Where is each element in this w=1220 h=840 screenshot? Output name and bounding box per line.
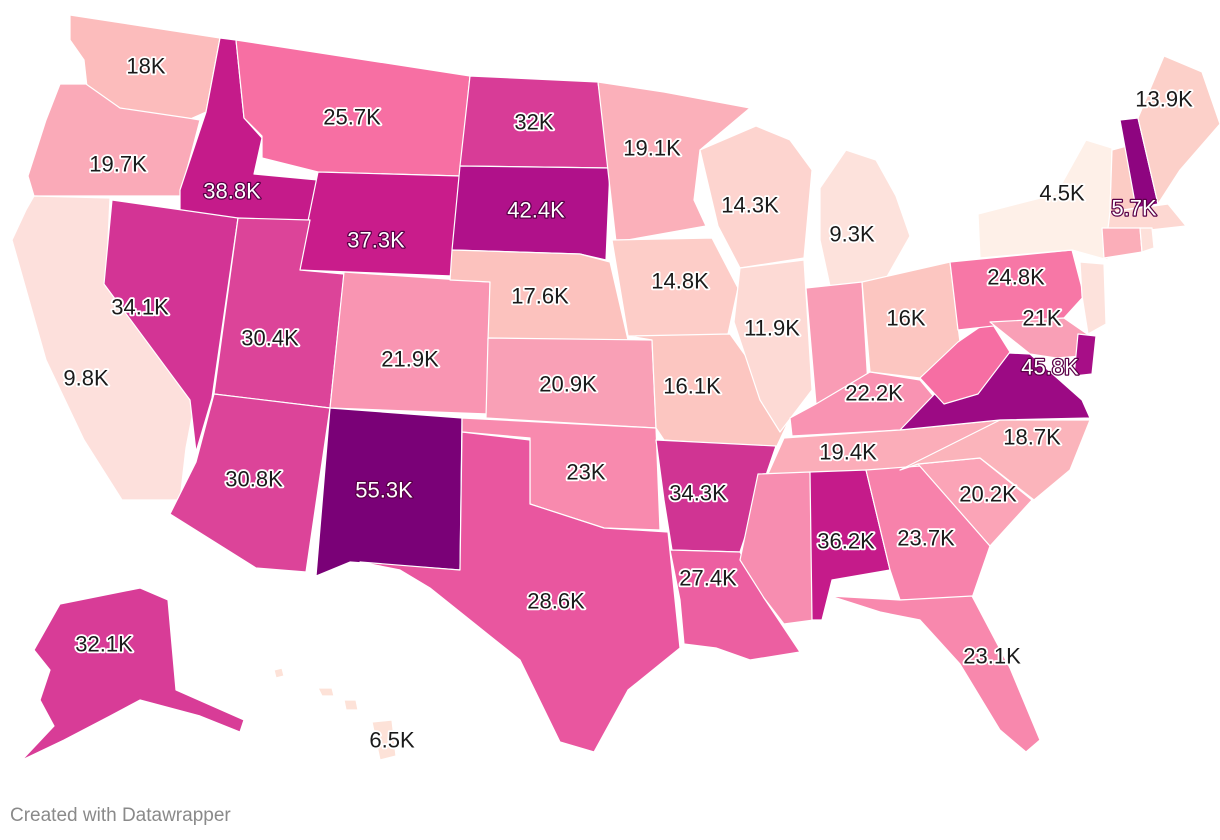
state-label-md: 21K bbox=[1022, 306, 1061, 331]
state-label-al: 36.2K bbox=[817, 529, 875, 554]
state-wy[interactable] bbox=[297, 171, 461, 277]
state-label-ut: 30.4K bbox=[241, 326, 299, 351]
datawrapper-credit[interactable]: Created with Datawrapper bbox=[10, 805, 231, 826]
state-co[interactable] bbox=[329, 271, 491, 415]
state-fl[interactable] bbox=[829, 595, 1041, 753]
state-label-ar: 34.3K bbox=[669, 481, 727, 506]
state-label-wa: 18K bbox=[126, 54, 165, 79]
state-label-mn: 19.1K bbox=[623, 136, 681, 161]
state-label-me: 13.9K bbox=[1135, 87, 1193, 112]
state-ct[interactable] bbox=[1101, 227, 1143, 259]
us-choropleth-map: 18K 19.7K 9.8K 38.8K 34.1K 25.7K 37.3K 30.4K 30.… bbox=[11, 14, 1220, 761]
state-nj[interactable] bbox=[1079, 261, 1107, 335]
state-label-nc: 18.7K bbox=[1003, 425, 1061, 450]
state-label-nv: 34.1K bbox=[111, 295, 169, 320]
state-label-ks: 20.9K bbox=[539, 372, 597, 397]
state-label-ak: 32.1K bbox=[75, 632, 133, 657]
state-label-oh: 16K bbox=[886, 306, 925, 331]
state-label-la: 27.4K bbox=[679, 566, 737, 591]
state-label-wy: 37.3K bbox=[347, 228, 405, 253]
state-label-il: 11.9K bbox=[744, 316, 800, 341]
state-label-ky: 22.2K bbox=[845, 381, 903, 406]
state-label-mi: 9.3K bbox=[829, 222, 875, 247]
state-label-fl: 23.1K bbox=[963, 644, 1021, 669]
state-tx[interactable] bbox=[359, 431, 681, 753]
state-label-ia: 14.8K bbox=[651, 269, 709, 294]
state-label-va: 45.8K bbox=[1021, 355, 1079, 380]
state-label-wi: 14.3K bbox=[721, 193, 779, 218]
state-label-co: 21.9K bbox=[381, 347, 439, 372]
state-wi[interactable] bbox=[699, 125, 813, 269]
state-label-tn: 19.4K bbox=[819, 440, 877, 465]
state-il[interactable] bbox=[733, 259, 813, 433]
state-label-hi: 6.5K bbox=[369, 728, 415, 753]
state-label-sc: 20.2K bbox=[959, 482, 1017, 507]
state-label-nm: 55.3K bbox=[355, 478, 413, 503]
state-label-ok: 23K bbox=[566, 460, 605, 485]
state-label-tx: 28.6K bbox=[527, 589, 585, 614]
state-de[interactable] bbox=[1073, 333, 1097, 377]
state-label-nd: 32K bbox=[514, 110, 553, 135]
state-label-mt: 25.7K bbox=[323, 105, 381, 130]
state-label-ny: 4.5K bbox=[1039, 181, 1085, 206]
state-ri[interactable] bbox=[1139, 227, 1155, 253]
state-label-ne: 17.6K bbox=[511, 284, 569, 309]
state-label-nh: 5.7K bbox=[1111, 196, 1157, 221]
state-label-ga: 23.7K bbox=[897, 526, 955, 551]
state-label-ca: 9.8K bbox=[63, 366, 109, 391]
state-me[interactable] bbox=[1137, 55, 1220, 205]
state-label-sd: 42.4K bbox=[507, 198, 565, 223]
state-ak[interactable] bbox=[21, 587, 245, 761]
state-or[interactable] bbox=[27, 83, 201, 197]
state-mi[interactable] bbox=[819, 149, 911, 287]
state-hi[interactable] bbox=[273, 667, 397, 761]
state-label-pa: 24.8K bbox=[987, 265, 1045, 290]
state-label-id: 38.8K bbox=[203, 179, 261, 204]
states-layer bbox=[11, 14, 1220, 761]
state-wv[interactable] bbox=[919, 319, 1011, 405]
state-label-mo: 16.1K bbox=[663, 374, 721, 399]
state-label-az: 30.8K bbox=[225, 467, 283, 492]
state-ma[interactable] bbox=[1107, 203, 1187, 231]
labels-layer: 18K 19.7K 9.8K 38.8K 34.1K 25.7K 37.3K 30.4K 30.… bbox=[62, 52, 1195, 755]
state-label-or: 19.7K bbox=[89, 152, 147, 177]
